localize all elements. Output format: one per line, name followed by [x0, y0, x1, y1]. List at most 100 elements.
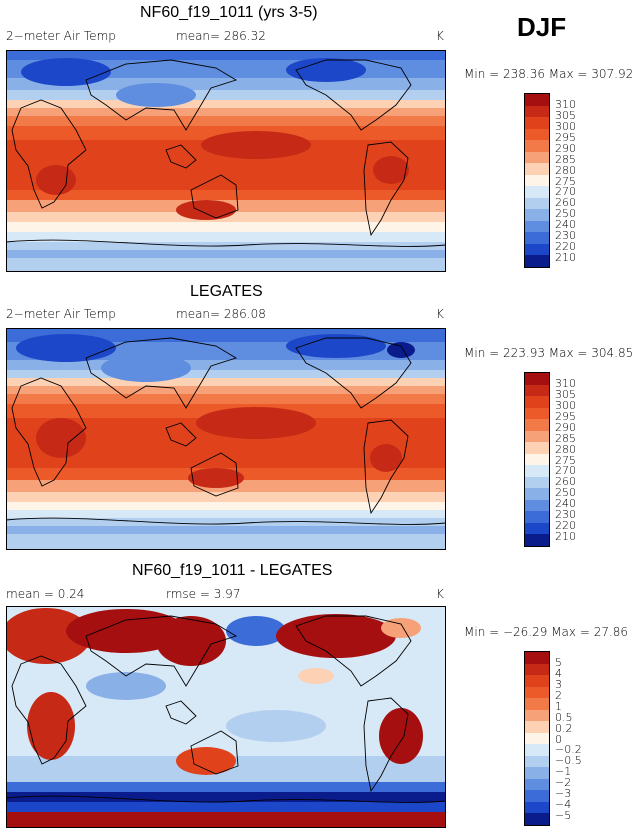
colorbar-swatch — [525, 709, 549, 722]
colorbar-label: 240 — [555, 497, 576, 511]
colorbar-label: −0.5 — [555, 754, 582, 768]
panel-1-variable: 2−meter Air Temp — [6, 29, 116, 43]
panel-3-colorbar — [524, 651, 550, 826]
colorbar-swatch — [525, 801, 549, 814]
colorbar-label: −4 — [555, 798, 572, 812]
colorbar-swatch — [525, 476, 549, 489]
colorbar-swatch — [525, 465, 549, 477]
colorbar-swatch — [525, 511, 549, 523]
colorbar-label: 275 — [555, 453, 576, 467]
colorbar-label: 250 — [555, 486, 576, 500]
colorbar-label: 295 — [555, 130, 576, 144]
colorbar-swatch — [525, 652, 549, 664]
colorbar-label: 285 — [555, 152, 576, 166]
colorbar-label: 290 — [555, 141, 576, 155]
colorbar-label: 220 — [555, 240, 576, 254]
colorbar-swatch — [525, 813, 549, 825]
colorbar-swatch — [525, 163, 549, 175]
colorbar-swatch — [525, 220, 549, 233]
colorbar-label: 280 — [555, 163, 576, 177]
colorbar-label: 300 — [555, 119, 576, 133]
panel-2-minmax: Min = 223.93 Max = 304.85 — [464, 346, 634, 360]
panel-2-colorbar — [524, 372, 550, 547]
colorbar-swatch — [525, 186, 549, 198]
colorbar-swatch — [525, 94, 549, 106]
colorbar-swatch — [525, 675, 549, 687]
colorbar-label: 230 — [555, 229, 576, 243]
colorbar-swatch — [525, 778, 549, 791]
colorbar-swatch — [525, 744, 549, 756]
colorbar-swatch — [525, 105, 549, 118]
panel-3-map — [6, 606, 446, 828]
panel-3-unit: K — [436, 587, 444, 601]
colorbar-swatch — [525, 755, 549, 768]
colorbar-swatch — [525, 499, 549, 512]
panel-3-minmax: Min = −26.29 Max = 27.86 — [464, 625, 629, 639]
colorbar-swatch — [525, 732, 549, 745]
colorbar-swatch — [525, 790, 549, 802]
colorbar-swatch — [525, 373, 549, 385]
colorbar-label: 310 — [555, 97, 576, 111]
panel-1-colorbar — [524, 93, 550, 268]
colorbar-swatch — [525, 197, 549, 210]
colorbar-swatch — [525, 255, 549, 267]
colorbar-swatch — [525, 407, 549, 420]
panel-1-colorbar-labels: 310 305 300 295 290 285 280 275 270 260 … — [555, 93, 615, 268]
colorbar-swatch — [525, 698, 549, 710]
colorbar-swatch — [525, 151, 549, 164]
colorbar-swatch — [525, 117, 549, 129]
colorbar-label: −3 — [555, 787, 572, 801]
colorbar-swatch — [525, 419, 549, 431]
colorbar-swatch — [525, 522, 549, 535]
colorbar-swatch — [525, 488, 549, 500]
colorbar-label: 305 — [555, 108, 576, 122]
panel-3-colorbar-labels: 5 4 3 2 1 0.5 0.2 0 −0.2 −0.5 −1 −2 −3 −… — [555, 651, 615, 826]
panel-3-rmse: rmse = 3.97 — [166, 587, 241, 601]
colorbar-label: 210 — [555, 530, 576, 544]
colorbar-label: −5 — [555, 809, 572, 823]
colorbar-swatch — [525, 686, 549, 699]
panel-1-map — [6, 50, 446, 272]
colorbar-swatch — [525, 243, 549, 256]
colorbar-label: 270 — [555, 185, 576, 199]
colorbar-label: 275 — [555, 174, 576, 188]
colorbar-label: 250 — [555, 207, 576, 221]
colorbar-label: 5 — [555, 655, 562, 669]
panel-2-unit: K — [436, 307, 444, 321]
colorbar-label: 285 — [555, 431, 576, 445]
colorbar-label: 260 — [555, 475, 576, 489]
colorbar-label: 280 — [555, 442, 576, 456]
colorbar-label: 310 — [555, 376, 576, 390]
colorbar-label: −1 — [555, 765, 572, 779]
colorbar-swatch — [525, 442, 549, 454]
colorbar-label: 260 — [555, 196, 576, 210]
colorbar-swatch — [525, 232, 549, 244]
colorbar-swatch — [525, 430, 549, 443]
colorbar-label: 210 — [555, 251, 576, 265]
panel-1-mean: mean= 286.32 — [176, 29, 266, 43]
panel-2-variable: 2−meter Air Temp — [6, 307, 116, 321]
panel-1-minmax: Min = 238.36 Max = 307.92 — [464, 67, 634, 81]
colorbar-label: 295 — [555, 409, 576, 423]
panel-3-title: NF60_f19_1011 - LEGATES — [132, 562, 333, 579]
panel-2-title: LEGATES — [190, 283, 263, 300]
colorbar-label: 0.2 — [555, 721, 573, 735]
colorbar-label: 240 — [555, 218, 576, 232]
colorbar-label: −0.2 — [555, 743, 582, 757]
colorbar-label: 1 — [555, 699, 562, 713]
colorbar-label: 300 — [555, 398, 576, 412]
colorbar-label: 220 — [555, 519, 576, 533]
colorbar-swatch — [525, 209, 549, 221]
panel-1-title: NF60_f19_1011 (yrs 3-5) — [140, 4, 318, 21]
colorbar-label: −2 — [555, 776, 572, 790]
colorbar-swatch — [525, 396, 549, 408]
colorbar-swatch — [525, 663, 549, 676]
colorbar-swatch — [525, 140, 549, 152]
panel-3-mean: mean = 0.24 — [6, 587, 85, 601]
panel-2-colorbar-labels: 310 305 300 295 290 285 280 275 270 260 … — [555, 372, 615, 547]
colorbar-label: 2 — [555, 688, 562, 702]
season-label: DJF — [517, 12, 567, 42]
panel-2-map — [6, 328, 446, 550]
colorbar-swatch — [525, 767, 549, 779]
colorbar-label: 0 — [555, 732, 562, 746]
